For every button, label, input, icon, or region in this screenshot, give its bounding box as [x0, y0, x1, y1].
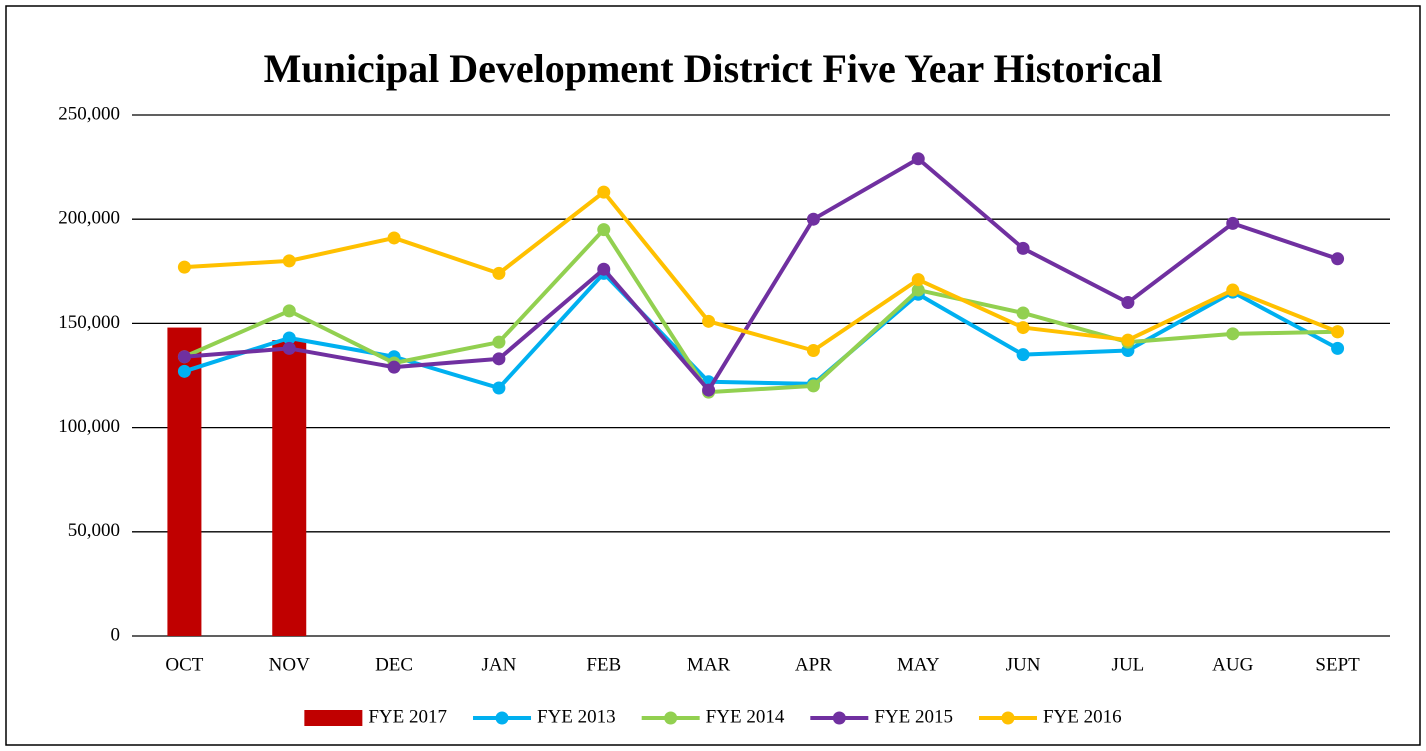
legend-marker — [832, 711, 846, 725]
marker — [1226, 327, 1240, 341]
y-tick-label: 150,000 — [58, 312, 120, 333]
x-tick-label: AUG — [1212, 654, 1253, 675]
marker — [1016, 348, 1030, 362]
marker — [282, 304, 296, 318]
marker — [1331, 252, 1345, 266]
marker — [1331, 325, 1345, 339]
chart-border — [5, 5, 1421, 746]
marker — [911, 273, 925, 287]
marker — [806, 343, 820, 357]
marker — [492, 352, 506, 366]
x-tick-label: JUL — [1112, 654, 1145, 675]
marker — [1331, 341, 1345, 355]
marker — [597, 223, 611, 237]
bar — [272, 340, 307, 636]
marker — [911, 152, 925, 166]
legend-label: FYE 2017 — [368, 706, 447, 727]
marker — [597, 262, 611, 276]
marker — [806, 212, 820, 226]
x-tick-label: MAY — [897, 654, 940, 675]
marker — [177, 350, 191, 364]
chart-title: Municipal Development District Five Year… — [264, 46, 1163, 91]
marker — [492, 381, 506, 395]
x-tick-label: OCT — [165, 654, 203, 675]
marker — [911, 283, 925, 297]
x-tick-label: SEPT — [1315, 654, 1360, 675]
x-tick-label: JUN — [1006, 654, 1041, 675]
x-tick-label: DEC — [375, 654, 413, 675]
y-tick-label: 250,000 — [58, 103, 120, 124]
legend-marker — [495, 711, 509, 725]
x-tick-label: FEB — [586, 654, 621, 675]
y-tick-label: 100,000 — [58, 416, 120, 437]
bar — [167, 327, 202, 636]
marker — [1016, 306, 1030, 320]
marker — [1016, 241, 1030, 255]
marker — [492, 266, 506, 280]
marker — [1226, 283, 1240, 297]
legend-label: FYE 2014 — [706, 706, 785, 727]
legend-label: FYE 2013 — [537, 706, 616, 727]
x-tick-label: APR — [795, 654, 832, 675]
marker — [387, 231, 401, 245]
marker — [282, 254, 296, 268]
x-tick-label: NOV — [269, 654, 310, 675]
marker — [1121, 333, 1135, 347]
marker — [492, 335, 506, 349]
y-tick-label: 50,000 — [68, 520, 120, 541]
marker — [177, 364, 191, 378]
marker — [1226, 216, 1240, 230]
legend-label: FYE 2015 — [874, 706, 953, 727]
marker — [806, 379, 820, 393]
y-tick-label: 0 — [111, 624, 121, 645]
marker — [1016, 321, 1030, 335]
line — [183, 227, 1338, 395]
marker — [702, 383, 716, 397]
x-tick-label: JAN — [481, 654, 516, 675]
x-tick-label: MAR — [687, 654, 731, 675]
marker — [177, 260, 191, 274]
marker — [282, 341, 296, 355]
marker — [597, 185, 611, 199]
marker — [702, 314, 716, 328]
line — [184, 190, 1339, 353]
line — [184, 156, 1339, 393]
marker — [282, 331, 296, 345]
y-tick-label: 200,000 — [58, 208, 120, 229]
legend-label: FYE 2016 — [1043, 706, 1122, 727]
legend-swatch — [304, 710, 363, 726]
marker — [1121, 296, 1135, 310]
legend-marker — [664, 711, 678, 725]
marker — [387, 360, 401, 374]
legend-marker — [1001, 711, 1015, 725]
